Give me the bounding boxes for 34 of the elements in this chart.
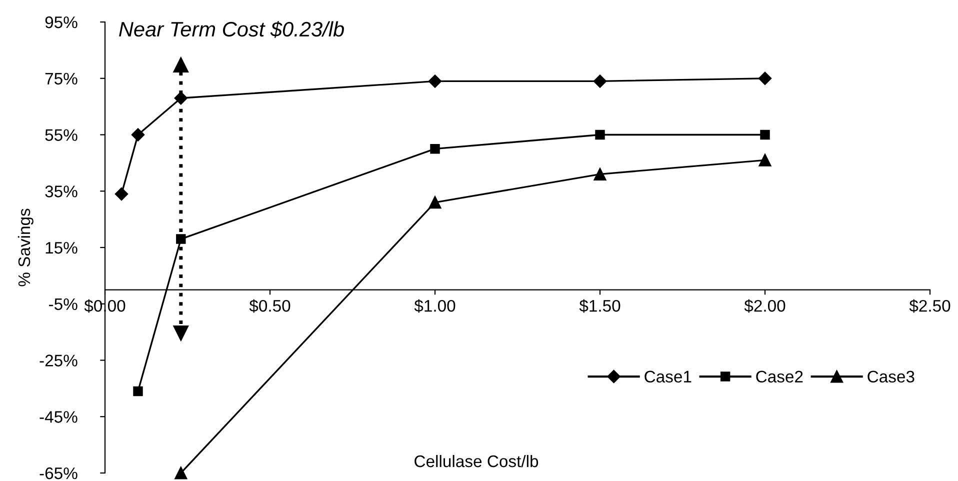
legend-label: Case1 <box>644 370 692 383</box>
point <box>174 466 188 480</box>
point <box>595 130 605 140</box>
point <box>758 154 772 166</box>
y-tick-label: -45% <box>40 411 78 423</box>
point <box>131 128 145 142</box>
point <box>594 168 606 180</box>
ref-line-label: Near Term Cost $0.23/lb <box>119 20 344 38</box>
x-tick-label: $2.00 <box>744 299 786 313</box>
y-tick-label: 55% <box>45 129 78 141</box>
x-tick-label: $1.00 <box>414 299 456 313</box>
x-axis-title: Cellulase Cost/lb <box>414 454 538 468</box>
legend-label: Case3 <box>868 370 914 383</box>
point <box>428 74 442 88</box>
y-axis-title: % Savings <box>18 208 34 286</box>
point <box>428 196 442 209</box>
legend-label: Case2 <box>756 370 803 383</box>
x-tick-label: $2.50 <box>909 299 950 313</box>
point <box>430 144 440 154</box>
x-tick-label: $1.50 <box>579 299 620 313</box>
y-tick-label: -65% <box>40 467 78 480</box>
point <box>176 234 186 244</box>
x-tick-label: $0.50 <box>249 299 290 313</box>
point <box>760 130 770 140</box>
point <box>758 72 772 85</box>
point <box>114 187 128 201</box>
y-tick-label: 95% <box>45 16 78 28</box>
point <box>133 386 143 396</box>
y-tick-label: 35% <box>45 186 78 198</box>
point <box>593 74 607 88</box>
y-tick-label: -25% <box>40 354 78 366</box>
y-tick-label: 15% <box>46 242 78 254</box>
y-tick-label: -5% <box>49 298 78 310</box>
y-tick-label: 75% <box>45 72 78 85</box>
